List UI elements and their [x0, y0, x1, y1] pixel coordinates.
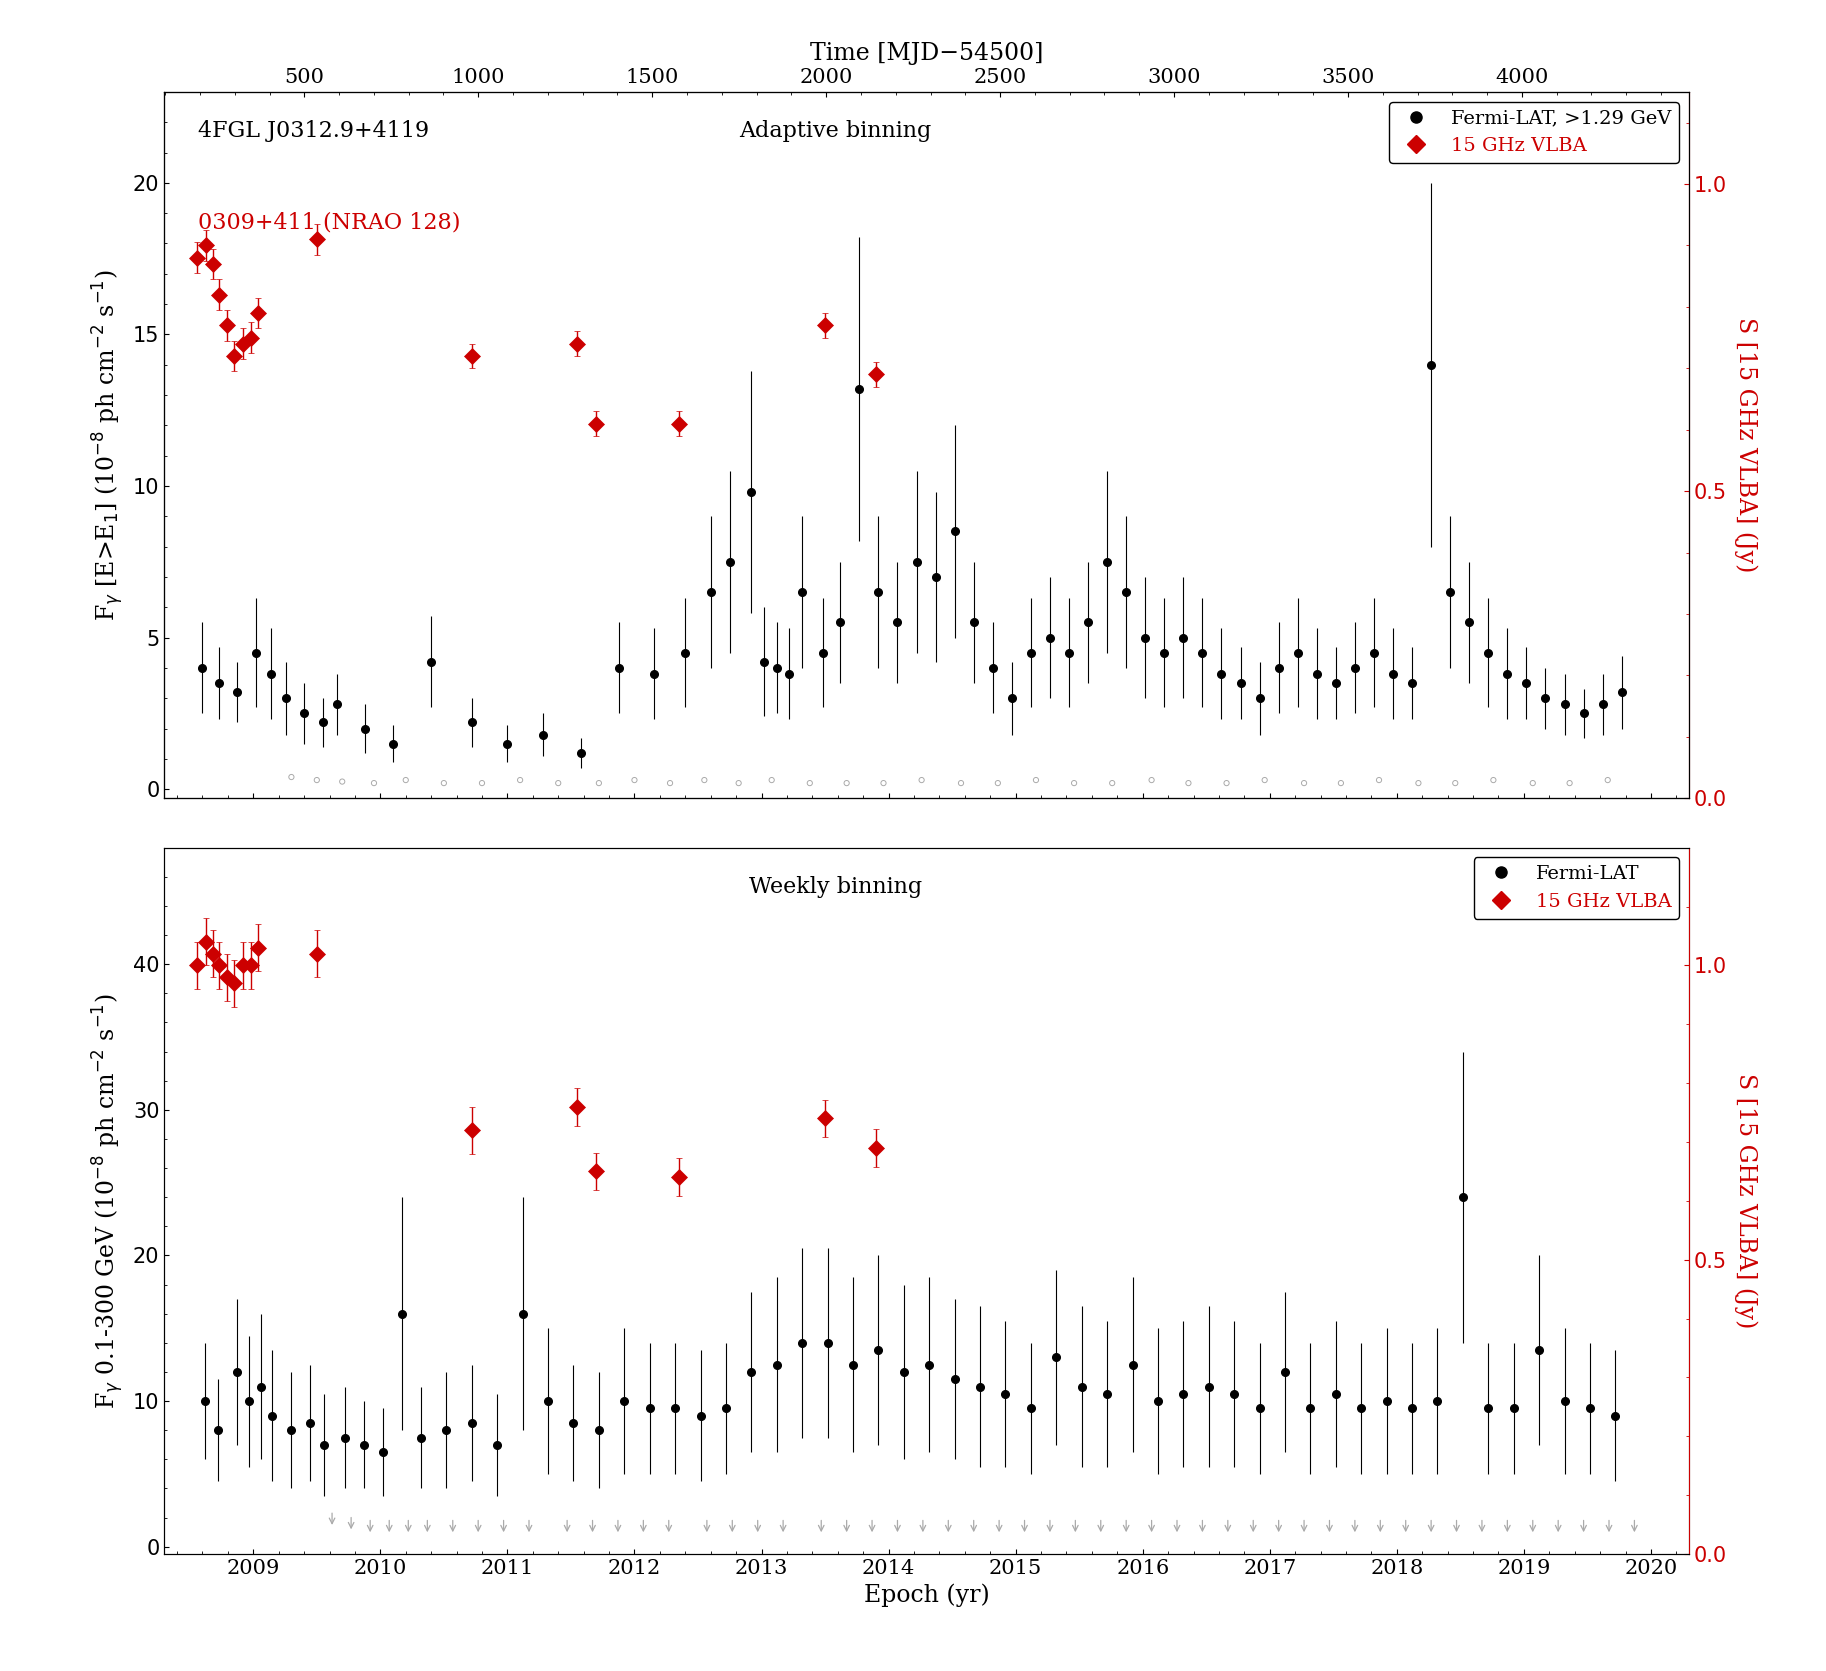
Point: [869, 770, 898, 797]
Point: [1021, 767, 1050, 794]
Point: [429, 770, 458, 797]
Y-axis label: S [15 GHz VLBA] (Jy): S [15 GHz VLBA] (Jy): [1735, 317, 1758, 573]
Point: [544, 770, 573, 797]
Point: [584, 770, 614, 797]
Point: [1592, 767, 1621, 794]
Y-axis label: F$_\gamma$ 0.1-300 GeV (10$^{-8}$ ph cm$^{-2}$ s$^{-1}$): F$_\gamma$ 0.1-300 GeV (10$^{-8}$ ph cm$…: [89, 993, 126, 1409]
Point: [619, 767, 648, 794]
Point: [908, 767, 937, 794]
Point: [1289, 770, 1318, 797]
Point: [391, 767, 420, 794]
Point: [758, 767, 787, 794]
Point: [1441, 770, 1470, 797]
Point: [794, 770, 824, 797]
Y-axis label: S [15 GHz VLBA] (Jy): S [15 GHz VLBA] (Jy): [1735, 1073, 1758, 1328]
Point: [656, 770, 685, 797]
Point: [1059, 770, 1088, 797]
Y-axis label: F$_\gamma$ [E>E$_1$] (10$^{-8}$ ph cm$^{-2}$ s$^{-1}$): F$_\gamma$ [E>E$_1$] (10$^{-8}$ ph cm$^{…: [89, 269, 126, 622]
Point: [833, 770, 862, 797]
X-axis label: Epoch (yr): Epoch (yr): [864, 1584, 990, 1608]
Legend: Fermi-LAT, 15 GHz VLBA: Fermi-LAT, 15 GHz VLBA: [1474, 857, 1680, 919]
Point: [506, 767, 535, 794]
Point: [1212, 770, 1242, 797]
Point: [725, 770, 754, 797]
Point: [1326, 770, 1355, 797]
Point: [1364, 767, 1393, 794]
Point: [1517, 770, 1547, 797]
Point: [1404, 770, 1433, 797]
Point: [1174, 770, 1203, 797]
Point: [1138, 767, 1167, 794]
Text: 0309+411 (NRAO 128): 0309+411 (NRAO 128): [197, 212, 460, 234]
Point: [467, 770, 497, 797]
Point: [1097, 770, 1127, 797]
Point: [690, 767, 719, 794]
Point: [982, 770, 1012, 797]
Point: [327, 769, 356, 795]
Point: [1556, 770, 1585, 797]
Text: Weekly binning: Weekly binning: [749, 876, 922, 897]
Point: [360, 770, 389, 797]
Text: 4FGL J0312.9+4119: 4FGL J0312.9+4119: [197, 120, 429, 142]
Point: [278, 764, 307, 790]
Point: [946, 770, 975, 797]
Point: [1251, 767, 1280, 794]
Point: [1479, 767, 1508, 794]
Text: Adaptive binning: Adaptive binning: [740, 120, 931, 142]
X-axis label: Time [MJD−54500]: Time [MJD−54500]: [811, 42, 1043, 65]
Legend: Fermi-LAT, >1.29 GeV, 15 GHz VLBA: Fermi-LAT, >1.29 GeV, 15 GHz VLBA: [1390, 102, 1680, 162]
Point: [301, 767, 331, 794]
